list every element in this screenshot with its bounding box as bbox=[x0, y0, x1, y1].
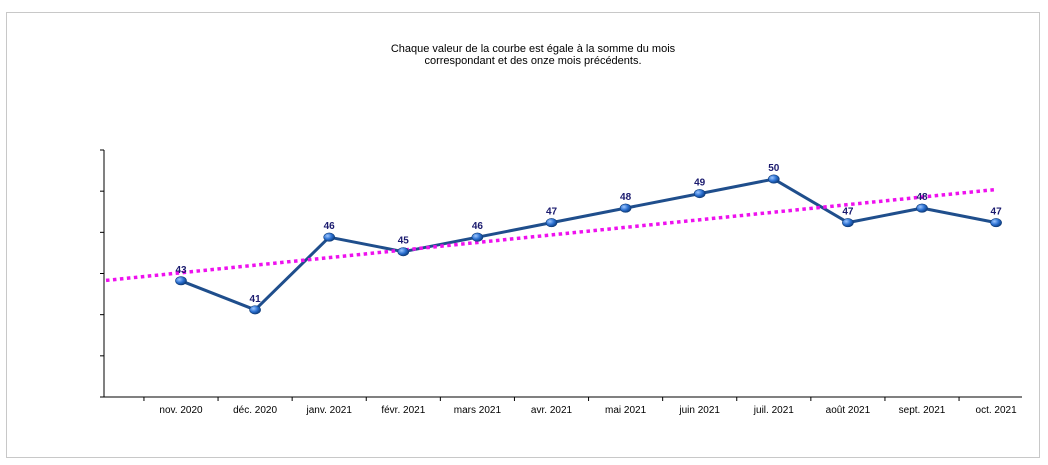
x-tick-label: oct. 2021 bbox=[976, 405, 1018, 416]
data-label: 49 bbox=[694, 178, 706, 189]
data-label: 46 bbox=[324, 221, 336, 232]
series-line bbox=[180, 177, 997, 312]
series-markers bbox=[175, 174, 1002, 315]
data-label: 41 bbox=[250, 294, 262, 305]
data-label: 48 bbox=[916, 192, 928, 203]
data-label: 48 bbox=[620, 192, 632, 203]
data-point bbox=[397, 247, 410, 257]
data-label: 43 bbox=[175, 265, 187, 276]
data-point bbox=[990, 218, 1002, 228]
x-tick-label: juin 2021 bbox=[678, 405, 720, 416]
chart-title: Chaque valeur de la courbe est égale à l… bbox=[390, 43, 676, 67]
data-label: 50 bbox=[768, 163, 780, 174]
x-tick-label: janv. 2021 bbox=[305, 405, 352, 416]
y-axis-ticks bbox=[100, 149, 104, 398]
data-label: 46 bbox=[472, 221, 484, 232]
x-tick-label: févr. 2021 bbox=[381, 405, 425, 416]
x-tick-label: mai 2021 bbox=[605, 405, 647, 416]
data-point bbox=[323, 232, 336, 242]
data-point bbox=[619, 203, 632, 213]
trendline bbox=[105, 187, 998, 283]
x-tick-label: sept. 2021 bbox=[899, 405, 946, 416]
data-point bbox=[842, 218, 854, 228]
x-tick-label: avr. 2021 bbox=[531, 405, 573, 416]
chart-frame bbox=[6, 12, 1040, 458]
x-tick-label: juil. 2021 bbox=[753, 405, 794, 416]
data-label: 47 bbox=[842, 207, 854, 218]
x-axis-tick-labels: nov. 2020 déc. 2020 janv. 2021 févr. 2021 ma… bbox=[159, 405, 1017, 416]
data-point bbox=[767, 174, 780, 184]
data-point bbox=[175, 276, 187, 286]
data-label: 47 bbox=[991, 207, 1003, 218]
data-point bbox=[693, 189, 706, 199]
data-labels: 43 41 46 45 46 47 48 49 50 47 48 47 bbox=[175, 163, 1002, 305]
data-point bbox=[916, 203, 928, 213]
data-point bbox=[545, 218, 558, 228]
x-tick-label: nov. 2020 bbox=[159, 405, 203, 416]
data-point bbox=[249, 305, 261, 315]
data-point bbox=[471, 232, 484, 242]
x-axis-ticks bbox=[143, 397, 960, 401]
data-label: 47 bbox=[546, 207, 558, 218]
data-label: 45 bbox=[398, 236, 410, 247]
x-tick-label: déc. 2020 bbox=[233, 405, 277, 416]
x-tick-label: août 2021 bbox=[826, 405, 871, 416]
x-tick-label: mars 2021 bbox=[454, 405, 502, 416]
